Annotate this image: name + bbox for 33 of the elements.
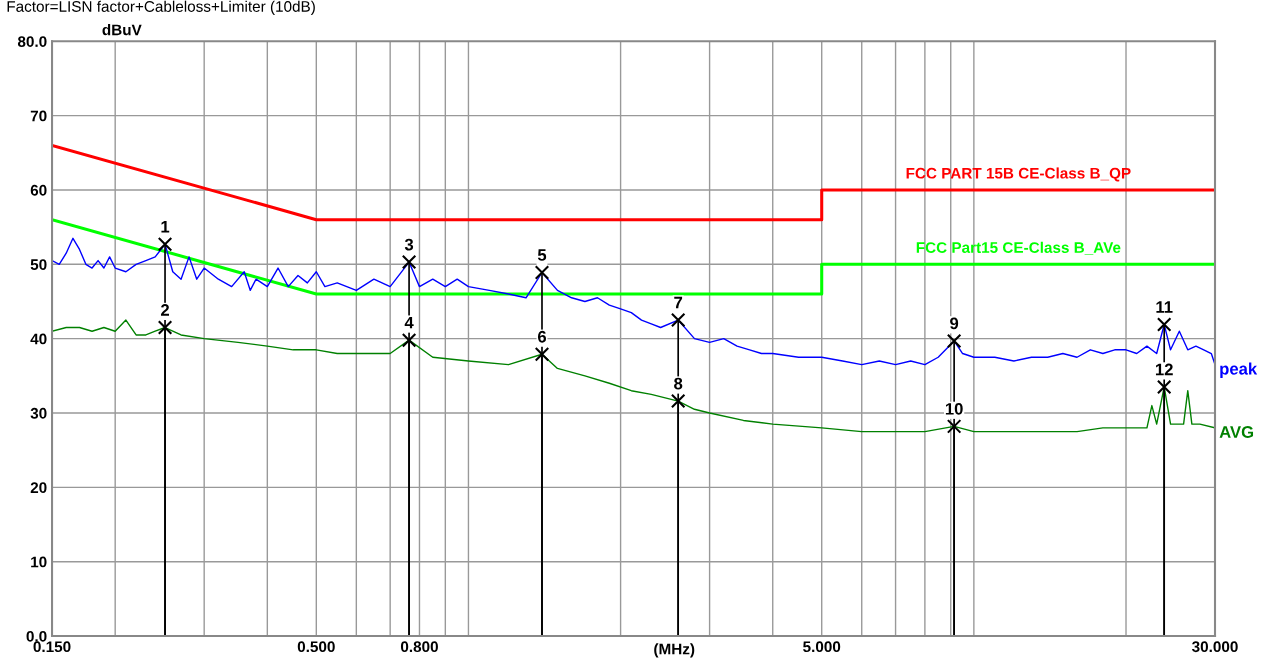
y-tick-label: 20 [30, 482, 47, 494]
annotation: 8 [674, 377, 683, 390]
y-tick-label: 30 [30, 407, 47, 419]
annotation: 4 [404, 316, 414, 329]
annotation: 1 [161, 220, 170, 233]
x-tick-label: 0.500 [297, 641, 335, 653]
annotation: 7 [674, 296, 683, 309]
y-axis-title: dBuV [102, 24, 142, 36]
y-tick-label: 60 [30, 184, 47, 196]
annotation: 12 [1155, 363, 1173, 376]
y-tick-label: 80.0 [17, 36, 47, 47]
y-tick-label: 50 [30, 259, 47, 270]
annotation: 10 [945, 402, 963, 415]
y-tick-label: 0.0 [26, 630, 47, 642]
annotation: 11 [1156, 301, 1173, 313]
y-tick-label: 70 [30, 110, 47, 122]
series-label: peak [1220, 362, 1258, 378]
annotation: 5 [537, 249, 547, 261]
y-tick-label: 40 [30, 333, 47, 345]
annotation: 2 [160, 304, 169, 316]
annotation: 6 [537, 330, 547, 343]
y-tick-label: 10 [31, 556, 47, 568]
series-label: FCC Part15 CE-Class B_AVe [916, 241, 1121, 255]
series-label: AVG [1219, 426, 1254, 438]
x-tick-label: 0.800 [400, 641, 438, 653]
annotation: 9 [950, 317, 959, 330]
series-label: FCC PART 15B CE-Class B_QP [906, 167, 1131, 182]
x-tick-label: 5.000 [803, 641, 841, 653]
x-tick-label: 30.000 [1192, 641, 1238, 653]
x-axis-title: (MHz) [654, 643, 695, 658]
chart-title: Factor=LISN factor+Cableloss+Limiter (10dB) [7, 0, 315, 15]
annotation: 3 [404, 238, 414, 251]
x-tick-label: 0.150 [33, 641, 71, 653]
